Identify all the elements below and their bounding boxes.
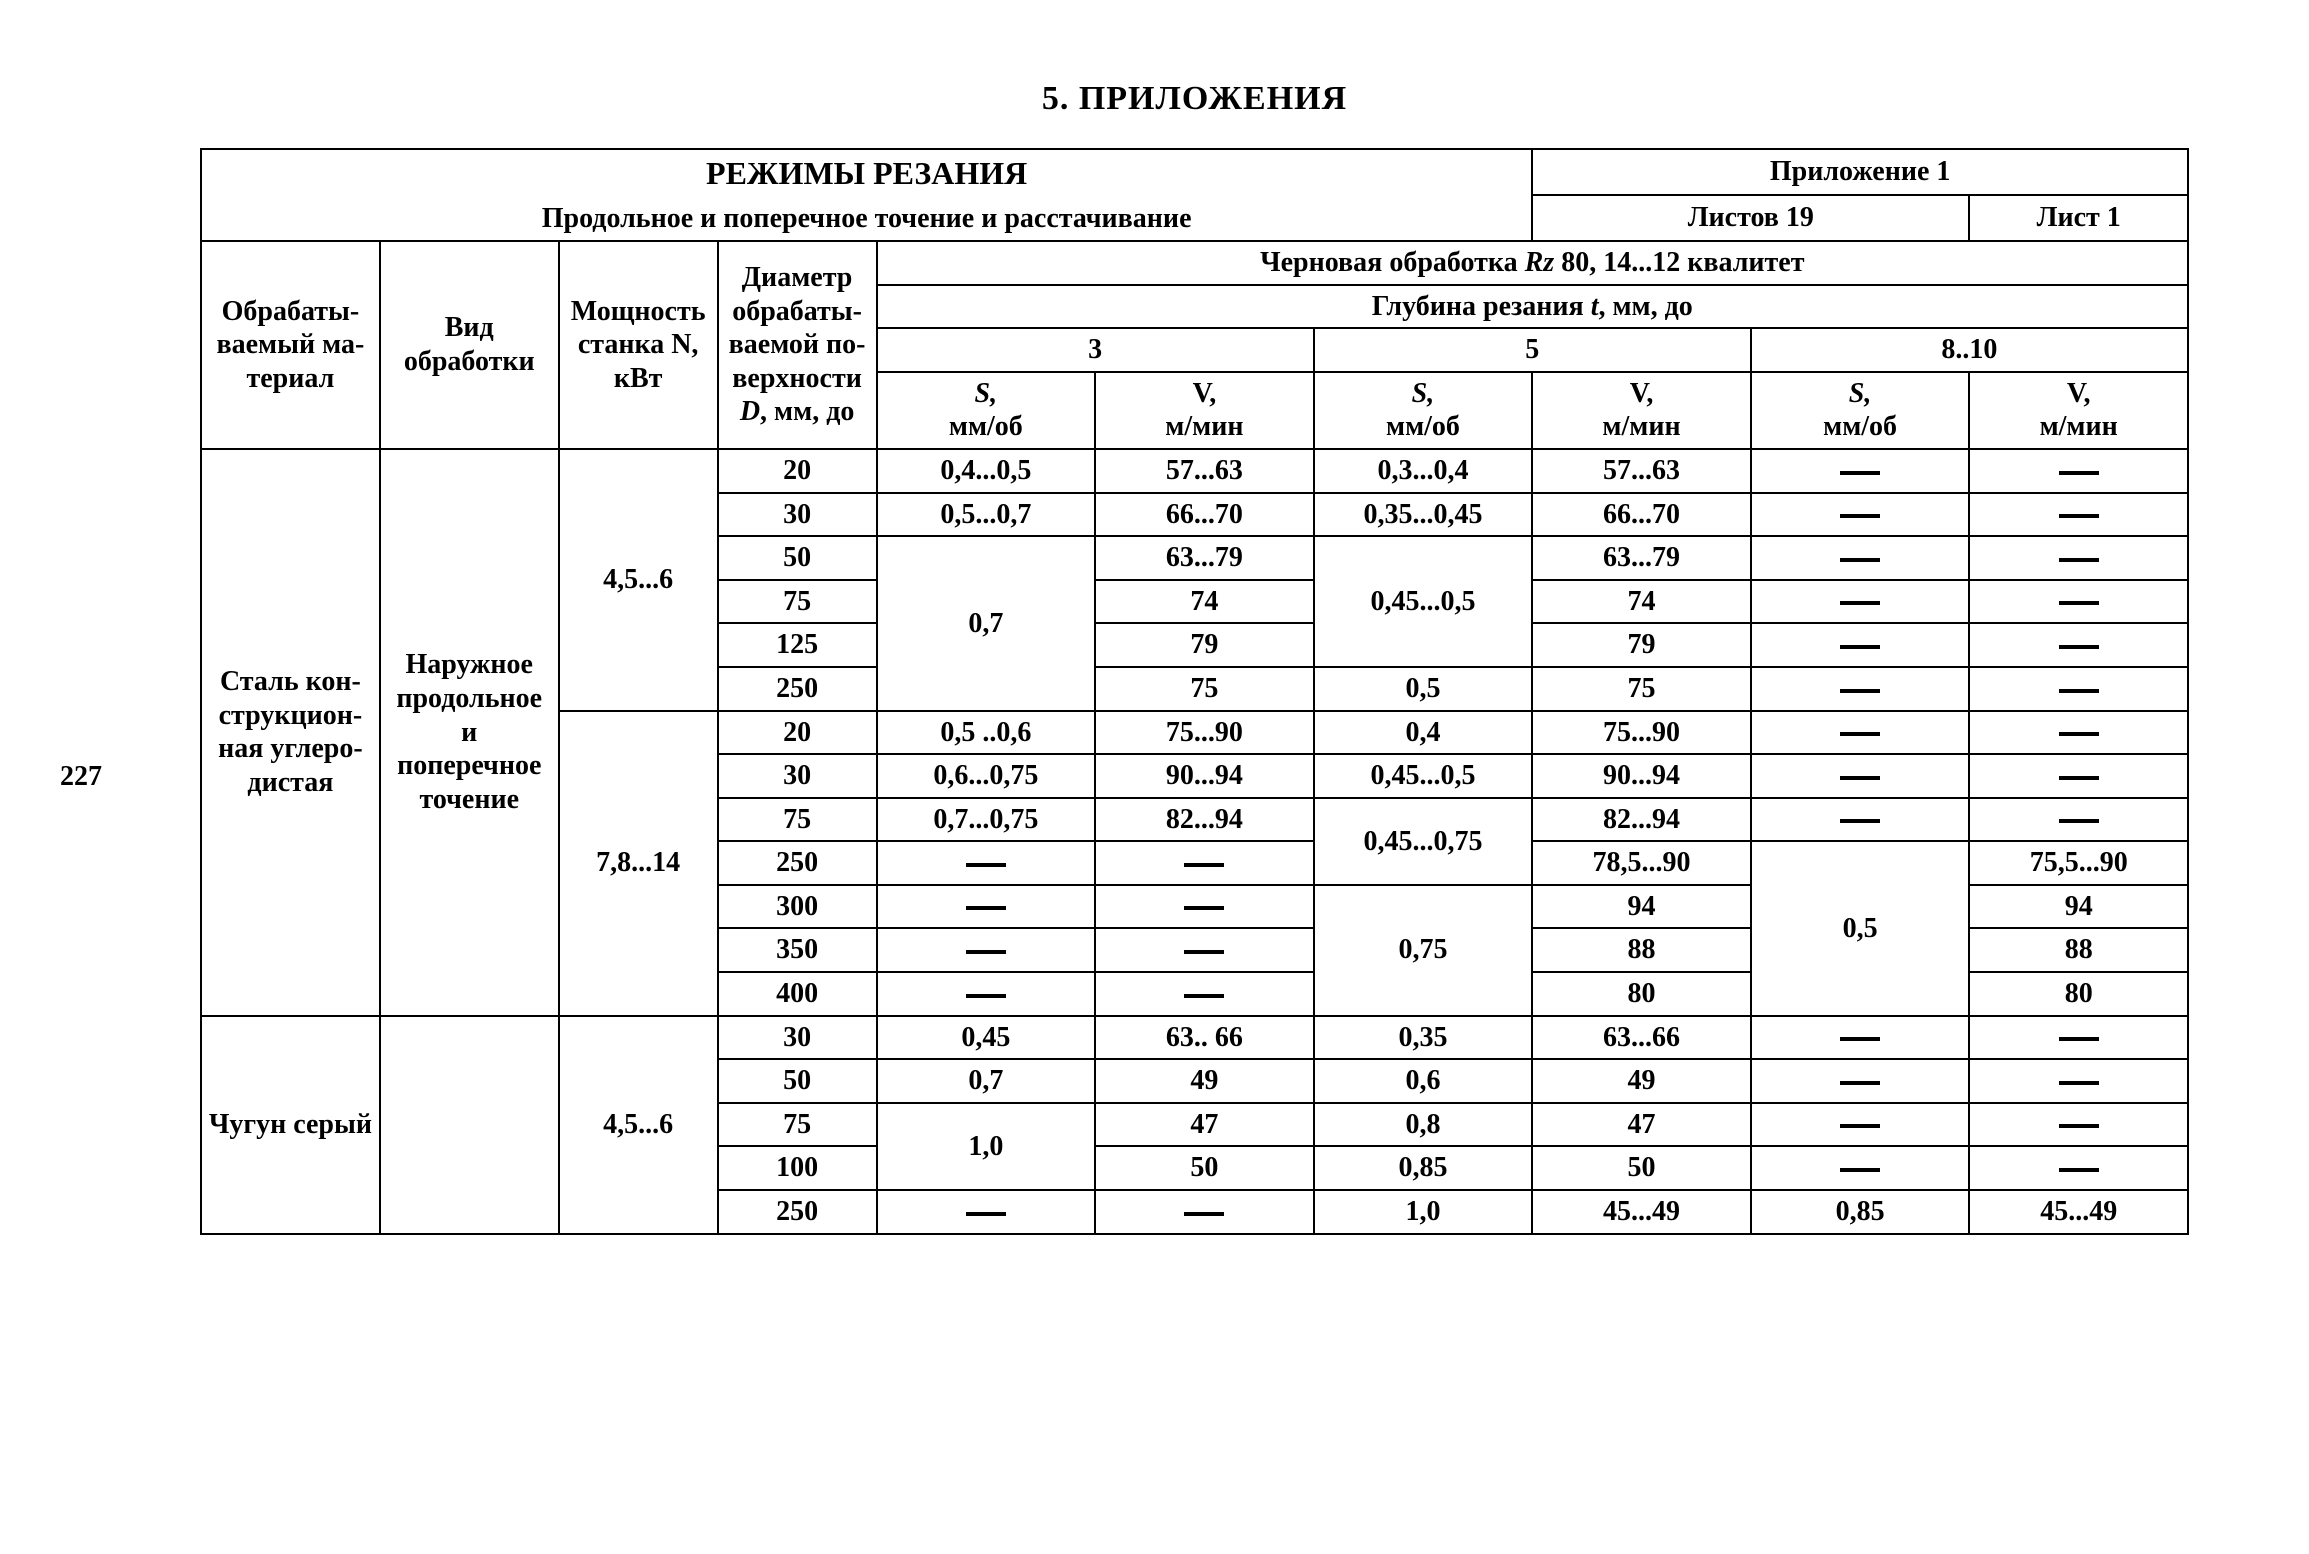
table-main-title: РЕЖИМЫ РЕЗАНИЯ [208, 154, 1525, 192]
rough-processing-header: Черновая обработка Rz 80, 14...12 квалит… [877, 241, 2188, 285]
dash-icon [1840, 514, 1880, 518]
col-s8: S,мм/об [1751, 372, 1970, 449]
dash-icon [966, 906, 1006, 910]
page-number: 227 [60, 761, 102, 793]
col-s3: S,мм/об [877, 372, 1096, 449]
dash-icon [1840, 471, 1880, 475]
dash-icon [1184, 994, 1224, 998]
table-row: Чугун серый 4,5...6 30 0,45 63.. 66 0,35… [201, 1016, 2188, 1060]
dash-icon [966, 863, 1006, 867]
col-material: Обрабаты­ваемый ма­териал [201, 241, 380, 449]
dash-icon [1840, 1168, 1880, 1172]
dash-icon [2059, 1037, 2099, 1041]
material-steel: Сталь кон­струкцион­ная углеро­дистая [201, 449, 380, 1016]
dash-icon [2059, 471, 2099, 475]
dash-icon [2059, 645, 2099, 649]
appendix-label: Приложение 1 [1532, 149, 2188, 195]
col-v8: V,м/мин [1969, 372, 2188, 449]
table-subtitle: Продольное и поперечное точение и расста… [208, 202, 1525, 236]
dash-icon [2059, 1081, 2099, 1085]
dash-icon [2059, 819, 2099, 823]
col-v3: V,м/мин [1095, 372, 1314, 449]
col-power: Мощность станка N, кВт [559, 241, 718, 449]
dash-icon [1840, 558, 1880, 562]
dash-icon [1840, 1037, 1880, 1041]
col-v5: V,м/мин [1532, 372, 1751, 449]
dash-icon [2059, 514, 2099, 518]
dash-icon [1840, 819, 1880, 823]
col-diameter: Диаметр обрабаты- ваемой по- верхности D… [718, 241, 877, 449]
power-value: 7,8...14 [559, 711, 718, 1016]
dash-icon [2059, 732, 2099, 736]
power-value: 4,5...6 [559, 449, 718, 711]
dash-icon [2059, 689, 2099, 693]
dash-icon [1184, 950, 1224, 954]
cutting-modes-table: РЕЖИМЫ РЕЗАНИЯ Продольное и поперечное т… [200, 148, 2189, 1235]
col-s5: S,мм/об [1314, 372, 1533, 449]
dash-icon [1840, 1124, 1880, 1128]
sheet-number: Лист 1 [1969, 195, 2188, 241]
dash-icon [1840, 1081, 1880, 1085]
depth-3: 3 [877, 328, 1314, 372]
dash-icon [2059, 558, 2099, 562]
dash-icon [1840, 601, 1880, 605]
power-value: 4,5...6 [559, 1016, 718, 1234]
dash-icon [1840, 732, 1880, 736]
dash-icon [2059, 776, 2099, 780]
dash-icon [1184, 1212, 1224, 1216]
dash-icon [966, 950, 1006, 954]
depth-5: 5 [1314, 328, 1751, 372]
dash-icon [966, 994, 1006, 998]
dash-icon [1840, 645, 1880, 649]
dash-icon [966, 1212, 1006, 1216]
dash-icon [1184, 906, 1224, 910]
sheets-count: Листов 19 [1532, 195, 1969, 241]
dash-icon [2059, 1124, 2099, 1128]
col-type: Вид обработки [380, 241, 559, 449]
depth-810: 8..10 [1751, 328, 2188, 372]
material-castiron: Чугун серый [201, 1016, 380, 1234]
process-type: Наружное продольное и поперечное точение [380, 449, 559, 1016]
dash-icon [2059, 1168, 2099, 1172]
table-row: Сталь кон­струкцион­ная углеро­дистая На… [201, 449, 2188, 493]
dash-icon [1840, 776, 1880, 780]
section-title: 5. ПРИЛОЖЕНИЯ [200, 80, 2189, 118]
cutting-depth-header: Глубина резания t, мм, до [877, 285, 2188, 329]
dash-icon [2059, 601, 2099, 605]
dash-icon [1184, 863, 1224, 867]
dash-icon [1840, 689, 1880, 693]
